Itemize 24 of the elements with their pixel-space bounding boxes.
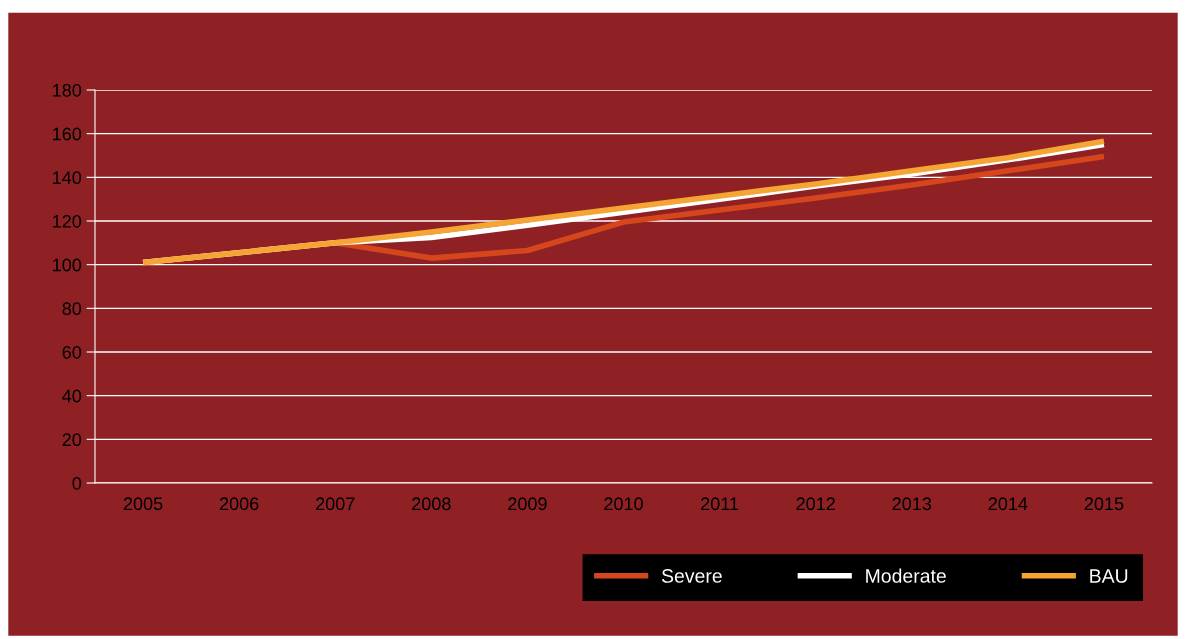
y-tick-label: 40 bbox=[62, 389, 82, 403]
x-tick-label: 2007 bbox=[316, 497, 355, 511]
x-tick-label: 2011 bbox=[701, 497, 739, 511]
legend-label: BAU bbox=[1090, 569, 1128, 583]
x-tick-label: 2005 bbox=[123, 497, 163, 511]
x-tick-label: 2008 bbox=[412, 497, 451, 511]
y-tick-label: 180 bbox=[53, 83, 82, 97]
y-tick-label: 100 bbox=[53, 258, 82, 272]
y-tick-label: 60 bbox=[62, 345, 82, 359]
y-tick-label: 0 bbox=[72, 476, 82, 490]
x-tick-label: 2015 bbox=[1084, 497, 1124, 511]
y-tick-label: 120 bbox=[53, 214, 82, 228]
x-tick-label: 2006 bbox=[219, 497, 259, 511]
y-tick-label: 80 bbox=[62, 302, 82, 316]
x-tick-label: 2013 bbox=[892, 497, 932, 511]
x-tick-label: 2012 bbox=[796, 497, 835, 511]
x-tick-label: 2014 bbox=[988, 497, 1028, 511]
legend-label: Severe bbox=[661, 569, 722, 583]
x-tick-label: 2009 bbox=[508, 497, 547, 511]
legend-label: Moderate bbox=[866, 568, 946, 583]
y-tick-label: 140 bbox=[53, 171, 82, 185]
y-tick-label: 160 bbox=[53, 127, 82, 141]
y-tick-label: 20 bbox=[62, 433, 82, 447]
x-tick-label: 2010 bbox=[604, 497, 643, 511]
